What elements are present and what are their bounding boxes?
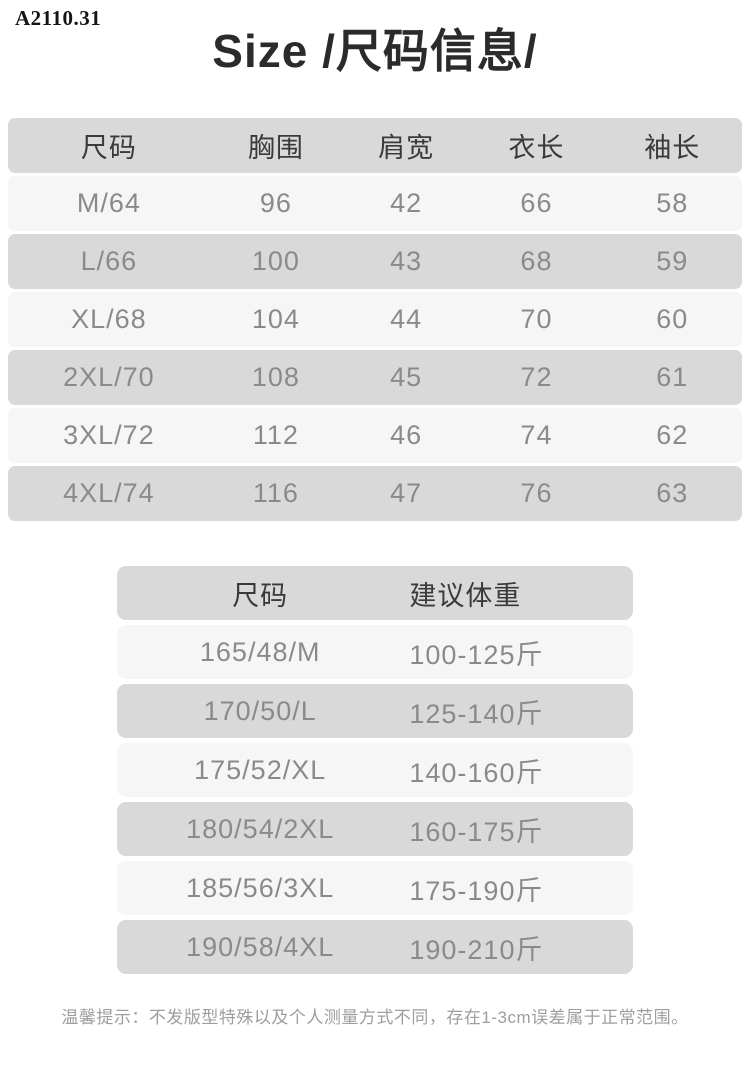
table-cell: 140-160斤 [409, 757, 544, 788]
weight-table-row: 180/54/2XL 160-175斤 [117, 802, 633, 856]
table-cell: 160-175斤 [409, 816, 544, 847]
table-cell: 190/58/4XL [186, 931, 335, 962]
table-cell: 96 [259, 188, 292, 218]
header-cell-sleeve: 袖长 [644, 133, 701, 163]
header-cell-chest: 胸围 [247, 133, 304, 163]
table-cell: 112 [252, 420, 299, 450]
table-cell: 108 [251, 362, 300, 392]
table-cell: 190-210斤 [409, 934, 544, 965]
table-cell: 44 [390, 304, 423, 334]
weight-table-row: 165/48/M 100-125斤 [117, 625, 633, 679]
size-table-row: XL/68 104 44 70 60 [8, 292, 742, 347]
header-cell-length: 衣长 [508, 133, 565, 163]
table-cell: 2XL/70 [63, 362, 155, 392]
table-cell: 62 [656, 420, 689, 450]
size-table-row: 2XL/70 108 45 72 61 [8, 350, 742, 405]
weight-table-row: 175/52/XL 140-160斤 [117, 743, 633, 797]
weight-table-row: 185/56/3XL 175-190斤 [117, 861, 633, 915]
size-table-row: 4XL/74 116 47 76 63 [8, 466, 742, 521]
table-cell: 47 [390, 478, 423, 508]
table-cell: 100 [251, 246, 300, 276]
table-cell: 59 [656, 246, 689, 276]
size-table-row: M/64 96 42 66 58 [8, 176, 742, 231]
table-cell: 116 [252, 478, 299, 508]
size-table-header-row: 尺码 胸围 肩宽 衣长 袖长 [8, 118, 742, 173]
table-cell: 175/52/XL [194, 754, 327, 785]
table-cell: 58 [656, 188, 689, 218]
page-title: Size /尺码信息/ [212, 25, 538, 77]
table-cell: 63 [656, 478, 689, 508]
table-cell: 4XL/74 [63, 478, 155, 508]
table-cell: 175-190斤 [409, 875, 544, 906]
table-cell: 180/54/2XL [186, 813, 335, 844]
product-code: A2110.31 [15, 6, 102, 30]
table-cell: 165/48/M [199, 636, 321, 667]
table-cell: 3XL/72 [63, 420, 155, 450]
size-measurement-table: 尺码 胸围 肩宽 衣长 袖长 M/64 96 42 66 58 L/66 100… [8, 118, 742, 521]
measurement-tolerance-notice: 温馨提示：不发版型特殊以及个人测量方式不同，存在1-3cm误差属于正常范围。 [61, 1008, 689, 1027]
weight-table-row: 170/50/L 125-140斤 [117, 684, 633, 738]
header-cell-size: 尺码 [232, 580, 289, 611]
table-cell: 74 [520, 420, 553, 450]
table-cell: L/66 [80, 246, 138, 276]
size-table-row: 3XL/72 112 46 74 62 [8, 408, 742, 463]
size-table-row: L/66 100 43 68 59 [8, 234, 742, 289]
weight-recommendation-table: 尺码 建议体重 165/48/M 100-125斤 170/50/L 125-1… [117, 566, 633, 974]
table-cell: 170/50/L [203, 695, 317, 726]
table-cell: 70 [520, 304, 553, 334]
table-cell: 72 [520, 362, 553, 392]
table-cell: 104 [251, 304, 300, 334]
table-cell: 100-125斤 [409, 639, 544, 670]
table-cell: 42 [390, 188, 423, 218]
weight-table-header-row: 尺码 建议体重 [117, 566, 633, 620]
table-cell: 43 [390, 246, 423, 276]
table-cell: 185/56/3XL [186, 872, 335, 903]
table-cell: 76 [520, 478, 553, 508]
table-cell: XL/68 [71, 304, 147, 334]
table-cell: 66 [520, 188, 553, 218]
table-cell: 68 [520, 246, 553, 276]
header-cell-suggested-weight: 建议体重 [409, 580, 522, 611]
table-cell: 45 [390, 362, 423, 392]
table-cell: 125-140斤 [409, 698, 544, 729]
header-cell-size: 尺码 [80, 133, 137, 163]
weight-table-row: 190/58/4XL 190-210斤 [117, 920, 633, 974]
header-cell-shoulder: 肩宽 [378, 133, 435, 163]
table-cell: 60 [656, 304, 689, 334]
table-cell: 46 [390, 420, 423, 450]
table-cell: M/64 [76, 188, 141, 218]
table-cell: 61 [656, 362, 689, 392]
